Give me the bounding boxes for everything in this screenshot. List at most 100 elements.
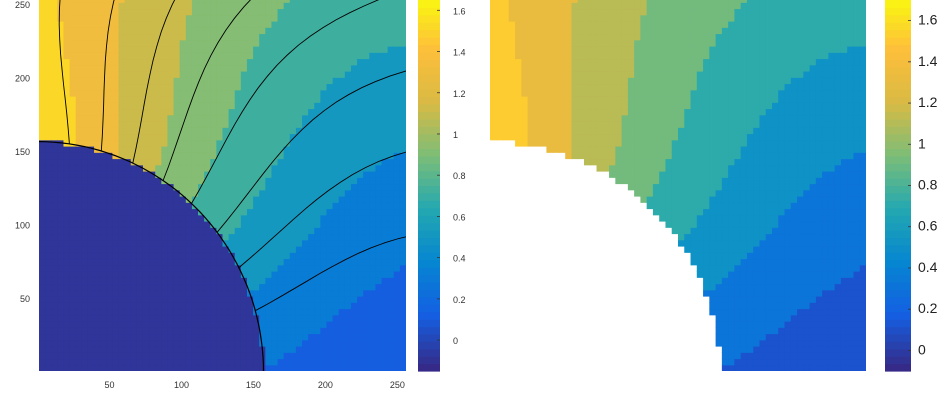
- contour-cell: [185, 239, 193, 247]
- contour-cell: [57, 283, 65, 291]
- contour-cell: [715, 321, 723, 328]
- contour-cell: [363, 108, 370, 116]
- contour-cell: [584, 102, 591, 110]
- contour-cell: [259, 89, 266, 97]
- contour-cell: [338, 102, 346, 110]
- contour-cell: [363, 83, 370, 91]
- contour-cell: [142, 252, 150, 260]
- contour-cell: [289, 177, 297, 185]
- contour-cell: [75, 202, 83, 210]
- contour-cell: [253, 296, 260, 303]
- contour-cell: [721, 327, 729, 335]
- contour-cell: [173, 46, 181, 53]
- contour-cell: [326, 214, 334, 222]
- contour-cell: [149, 183, 156, 191]
- contour-cell: [369, 89, 377, 97]
- contour-cell: [283, 314, 291, 322]
- contour-cell: [690, 196, 698, 203]
- contour-cell: [271, 189, 279, 197]
- contour-cell: [381, 121, 389, 128]
- contour-cell: [94, 108, 101, 116]
- contour-cell: [222, 108, 230, 116]
- contour-cell: [302, 77, 309, 85]
- contour-cell: [646, 164, 654, 172]
- contour-cell: [149, 252, 156, 260]
- contour-cell: [45, 52, 52, 60]
- contour-cell: [338, 0, 346, 3]
- contour-cell: [387, 64, 395, 72]
- contour-cell: [130, 233, 138, 241]
- contour-cell: [609, 121, 616, 128]
- contour-cell: [277, 308, 285, 316]
- contour-cell: [112, 133, 120, 141]
- contour-cell: [399, 8, 406, 16]
- contour-cell: [308, 252, 315, 260]
- contour-cell: [721, 127, 729, 135]
- contour-cell: [369, 233, 377, 241]
- contour-cell: [210, 46, 217, 53]
- contour-cell: [615, 89, 623, 97]
- contour-cell: [393, 277, 401, 285]
- contour-cell: [149, 102, 156, 110]
- contour-cell: [375, 221, 383, 228]
- contour-cell: [167, 227, 175, 235]
- contour-cell: [136, 152, 144, 160]
- contour-cell: [173, 108, 181, 116]
- contour-cell: [652, 89, 660, 97]
- contour-cell: [289, 0, 297, 3]
- contour-cell: [338, 52, 346, 60]
- contour-cell: [81, 333, 89, 341]
- contour-cell: [142, 283, 150, 291]
- contour-cell: [289, 2, 297, 10]
- contour-cell: [45, 196, 52, 203]
- contour-cell: [659, 146, 667, 153]
- contour-cell: [130, 308, 138, 316]
- contour-cell: [302, 358, 309, 366]
- contour-cell: [652, 202, 660, 210]
- contour-cell: [130, 264, 138, 272]
- contour-cell: [665, 71, 673, 78]
- contour-cell: [602, 164, 610, 172]
- contour-cell: [728, 8, 735, 16]
- contour-cell: [81, 171, 89, 178]
- contour-cell: [381, 83, 389, 91]
- contour-cell: [289, 358, 297, 366]
- contour-cell: [204, 339, 211, 347]
- contour-cell: [234, 108, 242, 116]
- contour-cell: [357, 171, 364, 178]
- contour-cell: [161, 271, 169, 278]
- contour-cell: [734, 333, 742, 341]
- contour-cell: [69, 77, 77, 85]
- contour-cell: [326, 133, 334, 141]
- contour-cell: [602, 121, 610, 128]
- contour-cell: [375, 202, 383, 210]
- contour-cell: [678, 127, 685, 135]
- contour-cell: [75, 221, 83, 228]
- contour-cell: [283, 14, 291, 22]
- contour-cell: [320, 2, 328, 10]
- contour-cell: [540, 39, 547, 47]
- contour-cell: [684, 158, 692, 166]
- contour-cell: [652, 71, 660, 78]
- contour-cell: [45, 83, 52, 91]
- contour-cell: [234, 121, 242, 128]
- contour-cell: [75, 164, 83, 172]
- contour-cell: [222, 0, 230, 3]
- contour-cell: [314, 77, 321, 85]
- contour-cell: [502, 102, 510, 110]
- contour-cell: [149, 83, 156, 91]
- contour-cell: [161, 227, 169, 235]
- colorbar-segment: [418, 103, 440, 112]
- contour-cell: [369, 277, 377, 285]
- contour-cell: [228, 108, 236, 116]
- contour-cell: [502, 0, 510, 3]
- contour-cell: [546, 133, 554, 141]
- contour-cell: [728, 83, 735, 91]
- contour-cell: [326, 314, 334, 322]
- contour-cell: [75, 64, 83, 72]
- contour-cell: [81, 264, 89, 272]
- contour-cell: [155, 302, 162, 310]
- contour-cell: [124, 33, 132, 41]
- contour-cell: [259, 189, 266, 197]
- contour-cell: [627, 108, 635, 116]
